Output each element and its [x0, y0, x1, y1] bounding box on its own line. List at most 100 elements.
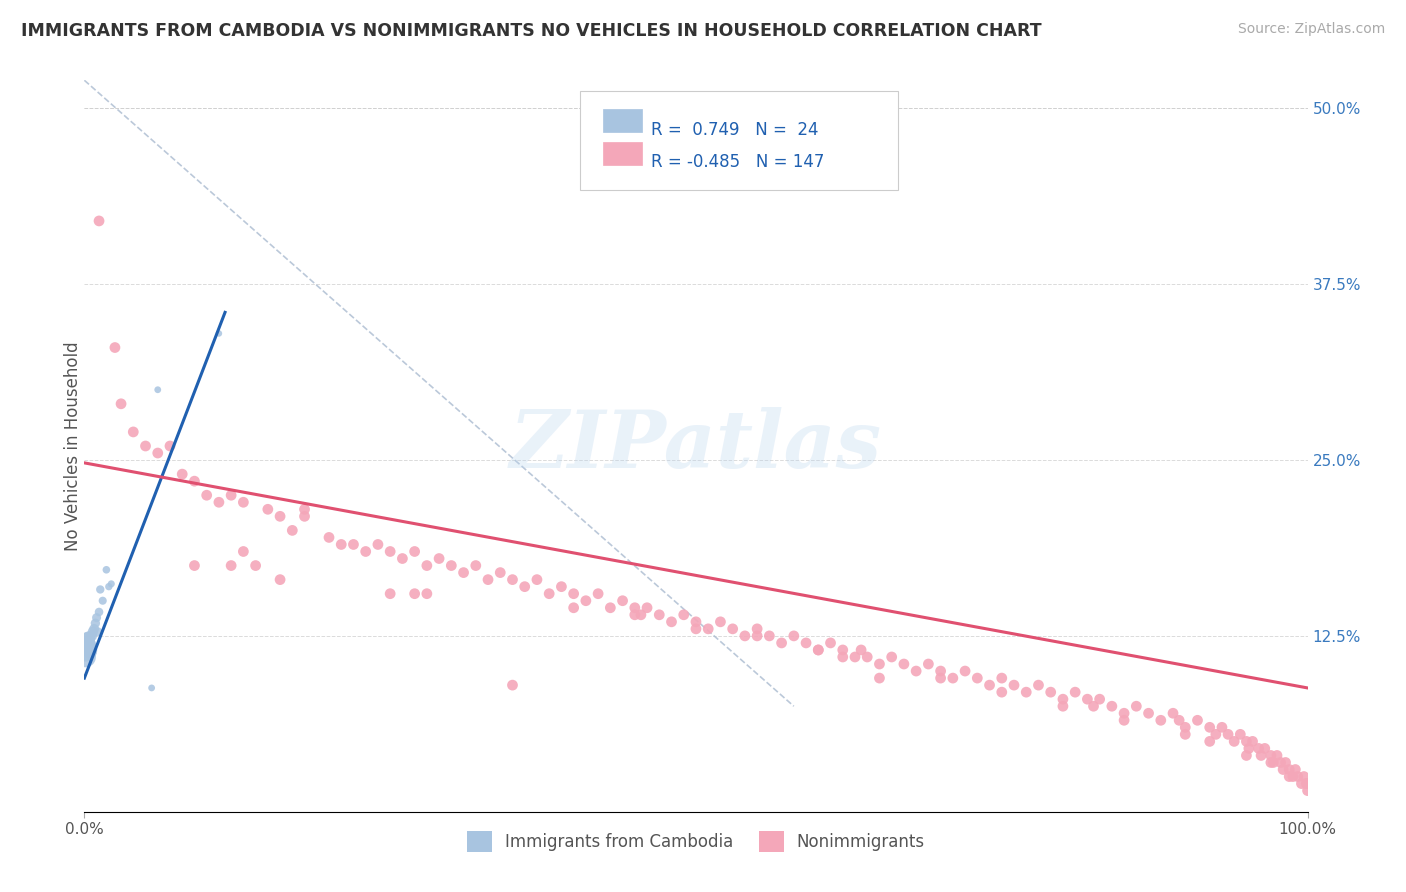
- Point: [75, 650, 97, 665]
- Point: [89, 582, 111, 597]
- Point: [966, 671, 988, 685]
- Point: [893, 657, 915, 671]
- Point: [1292, 770, 1315, 784]
- Point: [612, 593, 634, 607]
- Point: [87, 214, 110, 228]
- Point: [599, 600, 621, 615]
- Point: [232, 495, 254, 509]
- Point: [269, 573, 291, 587]
- Point: [1101, 699, 1123, 714]
- Point: [562, 587, 585, 601]
- Point: [1278, 770, 1301, 784]
- Point: [464, 558, 486, 573]
- Point: [83, 622, 105, 636]
- Point: [404, 587, 426, 601]
- Point: [146, 383, 169, 397]
- Point: [1296, 776, 1319, 790]
- Point: [110, 397, 132, 411]
- Point: [245, 558, 267, 573]
- Point: [1260, 748, 1282, 763]
- Point: [1168, 714, 1191, 728]
- Point: [135, 439, 157, 453]
- Point: [80, 629, 103, 643]
- Point: [380, 544, 402, 558]
- Point: [709, 615, 731, 629]
- Point: [513, 580, 536, 594]
- Point: [942, 671, 965, 685]
- Point: [77, 643, 100, 657]
- Point: [208, 495, 231, 509]
- Point: [820, 636, 842, 650]
- Point: [1229, 727, 1251, 741]
- Point: [146, 446, 169, 460]
- Point: [1274, 756, 1296, 770]
- Point: [1174, 727, 1197, 741]
- Point: [183, 474, 205, 488]
- Point: [1237, 741, 1260, 756]
- Point: [75, 643, 97, 657]
- Point: [586, 587, 609, 601]
- Point: [391, 551, 413, 566]
- Point: [905, 664, 928, 678]
- Point: [747, 622, 769, 636]
- Point: [294, 509, 316, 524]
- Point: [831, 643, 853, 657]
- Point: [87, 605, 110, 619]
- Point: [97, 580, 120, 594]
- Point: [648, 607, 671, 622]
- Point: [538, 587, 561, 601]
- Point: [141, 681, 163, 695]
- Point: [1284, 763, 1306, 777]
- Point: [380, 587, 402, 601]
- Point: [502, 678, 524, 692]
- Point: [183, 558, 205, 573]
- Point: [1241, 734, 1264, 748]
- Point: [367, 537, 389, 551]
- Point: [831, 650, 853, 665]
- Point: [1263, 756, 1285, 770]
- Point: [76, 639, 98, 653]
- Point: [953, 664, 976, 678]
- Point: [721, 622, 744, 636]
- Point: [82, 624, 104, 639]
- Text: IMMIGRANTS FROM CAMBODIA VS NONIMMIGRANTS NO VEHICLES IN HOUSEHOLD CORRELATION C: IMMIGRANTS FROM CAMBODIA VS NONIMMIGRANT…: [21, 22, 1042, 40]
- Text: R = -0.485   N = 147: R = -0.485 N = 147: [651, 153, 824, 171]
- Point: [770, 636, 793, 650]
- Point: [1270, 756, 1292, 770]
- Point: [526, 573, 548, 587]
- Point: [550, 580, 572, 594]
- Point: [159, 439, 181, 453]
- Y-axis label: No Vehicles in Household: No Vehicles in Household: [65, 341, 82, 551]
- Point: [1028, 678, 1050, 692]
- Point: [1223, 734, 1246, 748]
- Point: [1187, 714, 1209, 728]
- Point: [87, 624, 110, 639]
- Point: [929, 671, 952, 685]
- FancyBboxPatch shape: [579, 91, 898, 190]
- Point: [77, 636, 100, 650]
- Point: [257, 502, 280, 516]
- Text: Source: ZipAtlas.com: Source: ZipAtlas.com: [1237, 22, 1385, 37]
- Point: [1137, 706, 1160, 721]
- Point: [404, 544, 426, 558]
- Point: [440, 558, 463, 573]
- Point: [1205, 727, 1227, 741]
- Point: [1198, 734, 1220, 748]
- Point: [1174, 720, 1197, 734]
- FancyBboxPatch shape: [603, 142, 643, 165]
- Point: [232, 544, 254, 558]
- Point: [1114, 706, 1136, 721]
- Point: [77, 630, 100, 644]
- Point: [1236, 734, 1258, 748]
- Point: [502, 573, 524, 587]
- Point: [1125, 699, 1147, 714]
- Point: [929, 664, 952, 678]
- Point: [79, 646, 101, 660]
- Point: [427, 551, 450, 566]
- Point: [416, 587, 439, 601]
- Point: [100, 577, 122, 591]
- Point: [269, 509, 291, 524]
- Point: [122, 425, 145, 439]
- Point: [807, 643, 830, 657]
- Point: [1278, 763, 1301, 777]
